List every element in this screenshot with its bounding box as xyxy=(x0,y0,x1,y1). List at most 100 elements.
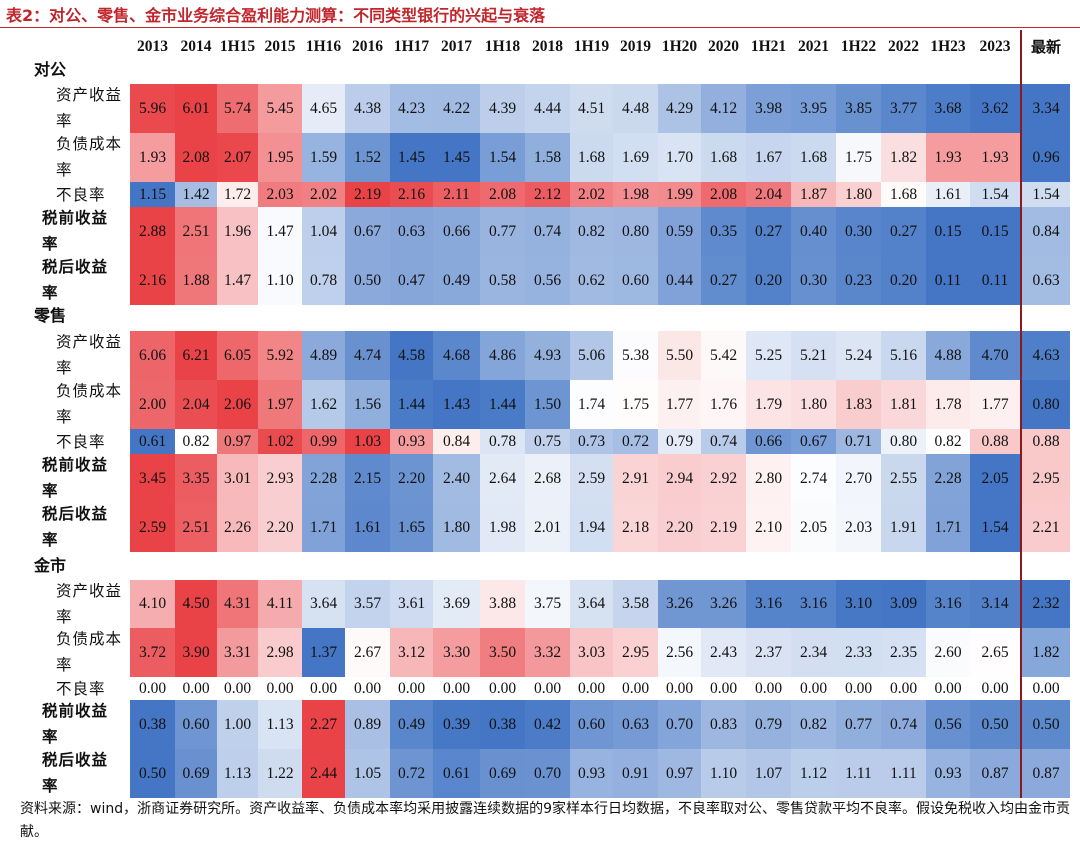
heatmap-cell: 2.68 xyxy=(525,454,570,503)
heatmap-cell: 3.26 xyxy=(658,580,701,628)
heatmap-cell: 1.61 xyxy=(926,182,970,207)
heatmap-cell: 2.59 xyxy=(570,454,613,503)
heatmap-cell: 0.82 xyxy=(175,429,217,454)
heatmap-cell: 0.69 xyxy=(480,749,525,798)
heatmap-cell: 0.82 xyxy=(926,429,970,454)
heatmap-cell: 2.08 xyxy=(175,133,217,182)
heatmap-cell: 0.66 xyxy=(746,429,791,454)
heatmap-cell: 3.50 xyxy=(480,628,525,677)
heatmap-cell: 0.56 xyxy=(926,700,970,749)
heatmap-cell: 0.80 xyxy=(613,207,658,256)
heatmap-cell: 1.45 xyxy=(390,133,433,182)
heatmap-cell: 0.00 xyxy=(613,677,658,700)
heatmap-cell: 5.06 xyxy=(570,331,613,380)
column-header: 2014 xyxy=(180,38,212,55)
heatmap-cell: 0.40 xyxy=(791,207,836,256)
heatmap-cell: 0.00 xyxy=(302,677,345,700)
heatmap-cell: 2.08 xyxy=(480,182,525,207)
heatmap-cell: 6.06 xyxy=(130,331,175,380)
row-label: 税后收益 xyxy=(42,258,109,276)
heatmap-cell: 3.64 xyxy=(570,580,613,628)
heatmap-cell: 0.38 xyxy=(480,700,525,749)
heatmap-cell: 2.26 xyxy=(217,503,258,552)
heatmap-cell: 0.62 xyxy=(570,256,613,305)
heatmap-cell: 1.98 xyxy=(480,503,525,552)
heatmap-cell: 0.75 xyxy=(525,429,570,454)
heatmap-cell: 1.80 xyxy=(836,182,881,207)
heatmap-cell: 2.28 xyxy=(926,454,970,503)
heatmap-cell: 1.05 xyxy=(345,749,390,798)
heatmap-cell: 1.22 xyxy=(258,749,302,798)
heatmap-cell: 0.00 xyxy=(480,677,525,700)
heatmap-cell: 1.74 xyxy=(570,380,613,429)
row-label: 率 xyxy=(42,531,59,549)
heatmap-cell: 4.70 xyxy=(970,331,1020,380)
section-label: 对公 xyxy=(34,60,67,79)
heatmap-cell: 0.56 xyxy=(525,256,570,305)
column-header: 2017 xyxy=(441,38,472,55)
row-label: 率 xyxy=(42,482,59,500)
heatmap-cell: 2.51 xyxy=(175,207,217,256)
heatmap-cell: 0.30 xyxy=(836,207,881,256)
heatmap-cell: 4.12 xyxy=(701,84,746,133)
heatmap-cell: 0.69 xyxy=(175,749,217,798)
column-header: 1H17 xyxy=(393,38,430,55)
heatmap-cell: 3.72 xyxy=(130,628,175,677)
heatmap-cell: 0.97 xyxy=(217,429,258,454)
heatmap-cell: 2.88 xyxy=(130,207,175,256)
heatmap-cell: 0.49 xyxy=(390,700,433,749)
heatmap-cell: 2.60 xyxy=(926,628,970,677)
heatmap-cell: 0.74 xyxy=(881,700,926,749)
heatmap-cell: 2.18 xyxy=(613,503,658,552)
heatmap-cell: 1.97 xyxy=(258,380,302,429)
heatmap-cell: 2.28 xyxy=(302,454,345,503)
heatmap-cell: 2.08 xyxy=(701,182,746,207)
row-label: 税前收益 xyxy=(42,702,109,720)
heatmap-cell: 1.98 xyxy=(613,182,658,207)
source-note: 资料来源：wind，浙商证券研究所。资产收益率、负债成本率均采用披露连续数据的9… xyxy=(20,801,1071,840)
row-label: 资产收益 xyxy=(56,86,123,104)
heatmap-cell: 2.64 xyxy=(480,454,525,503)
heatmap-cell: 0.66 xyxy=(433,207,480,256)
column-header: 1H22 xyxy=(840,38,877,55)
heatmap-cell: 4.29 xyxy=(658,84,701,133)
heatmap-cell: 0.00 xyxy=(881,677,926,700)
heatmap-cell: 1.43 xyxy=(433,380,480,429)
heatmap-cell: 1.71 xyxy=(302,503,345,552)
heatmap-cell: 0.61 xyxy=(433,749,480,798)
heatmap-cell: 3.45 xyxy=(130,454,175,503)
heatmap-cell: 2.51 xyxy=(175,503,217,552)
heatmap-cell: 2.55 xyxy=(881,454,926,503)
column-header: 1H20 xyxy=(661,38,698,55)
heatmap-cell: 0.63 xyxy=(1022,256,1070,305)
row-label: 负债成本 xyxy=(56,135,123,153)
heatmap-cell: 3.16 xyxy=(746,580,791,628)
heatmap-cell: 2.10 xyxy=(746,503,791,552)
heatmap-cell: 0.82 xyxy=(791,700,836,749)
heatmap-cell: 0.27 xyxy=(881,207,926,256)
heatmap-cell: 1.00 xyxy=(217,700,258,749)
row-label: 资产收益 xyxy=(56,582,123,600)
heatmap-cell: 3.75 xyxy=(525,580,570,628)
heatmap-cell: 2.67 xyxy=(345,628,390,677)
heatmap-cell: 2.12 xyxy=(525,182,570,207)
heatmap-cell: 4.58 xyxy=(390,331,433,380)
heatmap-cell: 3.90 xyxy=(175,628,217,677)
heatmap-cell: 0.00 xyxy=(926,677,970,700)
heatmap-cell: 5.24 xyxy=(836,331,881,380)
heatmap-cell: 1.93 xyxy=(130,133,175,182)
heatmap-cell: 0.84 xyxy=(433,429,480,454)
heatmap-cell: 0.11 xyxy=(926,256,970,305)
heatmap-cell: 0.35 xyxy=(701,207,746,256)
heatmap-cell: 4.50 xyxy=(175,580,217,628)
heatmap-cell: 4.48 xyxy=(613,84,658,133)
heatmap-cell: 3.09 xyxy=(881,580,926,628)
heatmap-cell: 2.20 xyxy=(658,503,701,552)
heatmap-cell: 1.10 xyxy=(701,749,746,798)
heatmap-cell: 0.71 xyxy=(836,429,881,454)
heatmap-cell: 1.87 xyxy=(791,182,836,207)
heatmap-cell: 0.00 xyxy=(130,677,175,700)
heatmap-cell: 0.89 xyxy=(345,700,390,749)
heatmap-cell: 5.96 xyxy=(130,84,175,133)
heatmap-cell: 1.68 xyxy=(791,133,836,182)
